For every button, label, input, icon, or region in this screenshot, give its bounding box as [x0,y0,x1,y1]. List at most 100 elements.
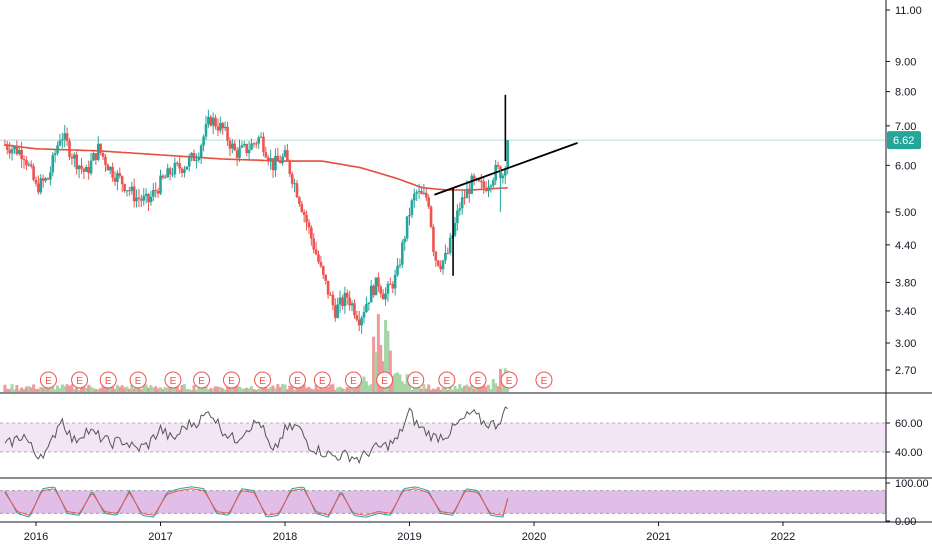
candle-body[interactable] [211,117,215,126]
candle-body[interactable] [104,156,107,165]
candle-body[interactable] [326,280,330,295]
candle-body[interactable] [357,319,361,326]
candle-body[interactable] [472,175,476,180]
candle-body[interactable] [250,143,253,150]
candle-body[interactable] [22,159,26,161]
trendline[interactable] [434,142,578,196]
earnings-marker[interactable] [535,371,553,389]
candle-body[interactable] [417,191,421,193]
earnings-marker[interactable] [39,371,57,389]
candle-body[interactable] [384,293,387,300]
candle-body[interactable] [178,163,181,169]
candle-body[interactable] [271,158,275,171]
candle-body[interactable] [223,126,227,129]
candle-body[interactable] [420,191,423,194]
candle-body[interactable] [65,133,69,142]
candle-body[interactable] [286,150,289,161]
candle-body[interactable] [202,136,205,146]
candle-body[interactable] [84,166,88,172]
candle-body[interactable] [25,159,28,166]
candle-body[interactable] [310,227,313,239]
candle-body[interactable] [185,166,189,170]
candle-body[interactable] [10,149,14,154]
earnings-marker[interactable] [344,371,362,389]
candle-body[interactable] [293,183,296,185]
candle-body[interactable] [214,117,217,127]
candle-body[interactable] [336,304,339,318]
candle-body[interactable] [111,166,114,178]
candle-body[interactable] [149,196,153,203]
earnings-marker[interactable] [288,371,306,389]
candle-body[interactable] [216,126,220,131]
candle-body[interactable] [159,175,162,194]
candle-body[interactable] [147,193,150,203]
candle-body[interactable] [312,238,316,250]
candle-body[interactable] [491,180,495,186]
candle-body[interactable] [195,160,198,162]
earnings-marker[interactable] [469,371,487,389]
candle-body[interactable] [434,251,438,261]
candle-body[interactable] [171,174,174,176]
candle-body[interactable] [226,126,229,141]
candle-body[interactable] [63,133,67,140]
candle-body[interactable] [92,153,95,161]
candle-body[interactable] [290,173,294,184]
candle-body[interactable] [348,297,351,306]
candle-body[interactable] [393,274,397,289]
candle-body[interactable] [235,150,239,158]
candle-body[interactable] [314,249,318,255]
candle-body[interactable] [163,177,167,179]
earnings-marker[interactable] [99,371,117,389]
candle-body[interactable] [322,266,325,275]
candle-body[interactable] [166,168,169,178]
earnings-marker[interactable] [438,371,456,389]
candle-body[interactable] [448,237,452,254]
candle-body[interactable] [44,178,47,181]
candle-body[interactable] [439,265,442,270]
candle-body[interactable] [53,153,57,156]
candle-body[interactable] [58,140,62,146]
candle-body[interactable] [489,185,493,187]
candle-body[interactable] [187,157,191,167]
candle-body[interactable] [15,146,19,155]
candle-body[interactable] [240,145,244,148]
earnings-marker[interactable] [254,371,272,389]
earnings-marker[interactable] [71,371,89,389]
candle-body[interactable] [278,160,282,164]
candle-body[interactable] [288,160,292,174]
candle-body[interactable] [341,297,344,307]
candle-body[interactable] [436,260,440,266]
candle-body[interactable] [106,164,110,171]
candle-body[interactable] [300,203,304,212]
candle-body[interactable] [324,274,328,281]
candle-body[interactable] [415,192,418,194]
candle-body[interactable] [175,162,179,164]
candle-body[interactable] [49,172,52,180]
candle-body[interactable] [209,116,213,126]
candle-body[interactable] [353,303,356,316]
candle-body[interactable] [487,186,490,192]
candle-body[interactable] [405,216,409,239]
candle-body[interactable] [319,262,323,267]
candle-body[interactable] [389,283,392,285]
candle-body[interactable] [283,150,287,157]
candle-body[interactable] [96,143,100,160]
earnings-marker[interactable] [164,371,182,389]
candle-body[interactable] [372,285,375,296]
candle-body[interactable] [456,210,459,223]
candle-body[interactable] [343,292,347,307]
candle-body[interactable] [82,168,86,172]
candle-body[interactable] [254,143,258,145]
candle-body[interactable] [199,145,203,158]
candle-body[interactable] [269,158,272,162]
candle-body[interactable] [37,183,40,193]
candle-body[interactable] [156,191,160,194]
candle-body[interactable] [29,164,33,167]
candle-body[interactable] [242,143,246,146]
candle-body[interactable] [501,175,505,179]
candle-body[interactable] [99,143,102,153]
candle-body[interactable] [80,165,83,169]
